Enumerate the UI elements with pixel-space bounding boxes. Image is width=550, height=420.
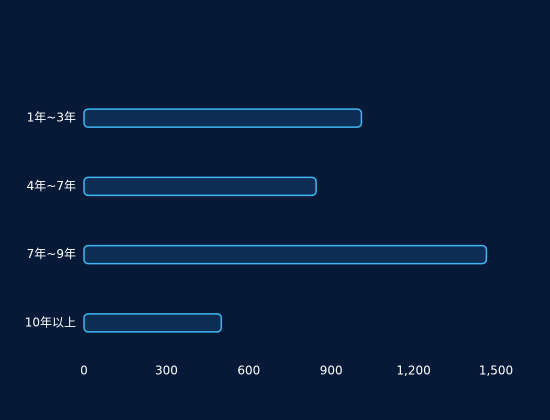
bar [83,176,317,197]
x-tick-label: 600 [237,364,260,378]
x-tick-label: 1,500 [479,364,513,378]
bar [83,313,223,333]
y-tick-label: 1年~3年 [27,111,76,125]
y-tick-label: 10年以上 [25,315,76,329]
x-tick-label: 1,200 [396,364,430,378]
bar [83,108,363,128]
y-tick-label: 7年~9年 [27,247,76,261]
bar [83,244,488,265]
y-tick-label: 4年~7年 [27,179,76,193]
x-tick-label: 900 [320,364,343,378]
x-tick-label: 0 [80,364,88,378]
x-tick-label: 300 [155,364,178,378]
